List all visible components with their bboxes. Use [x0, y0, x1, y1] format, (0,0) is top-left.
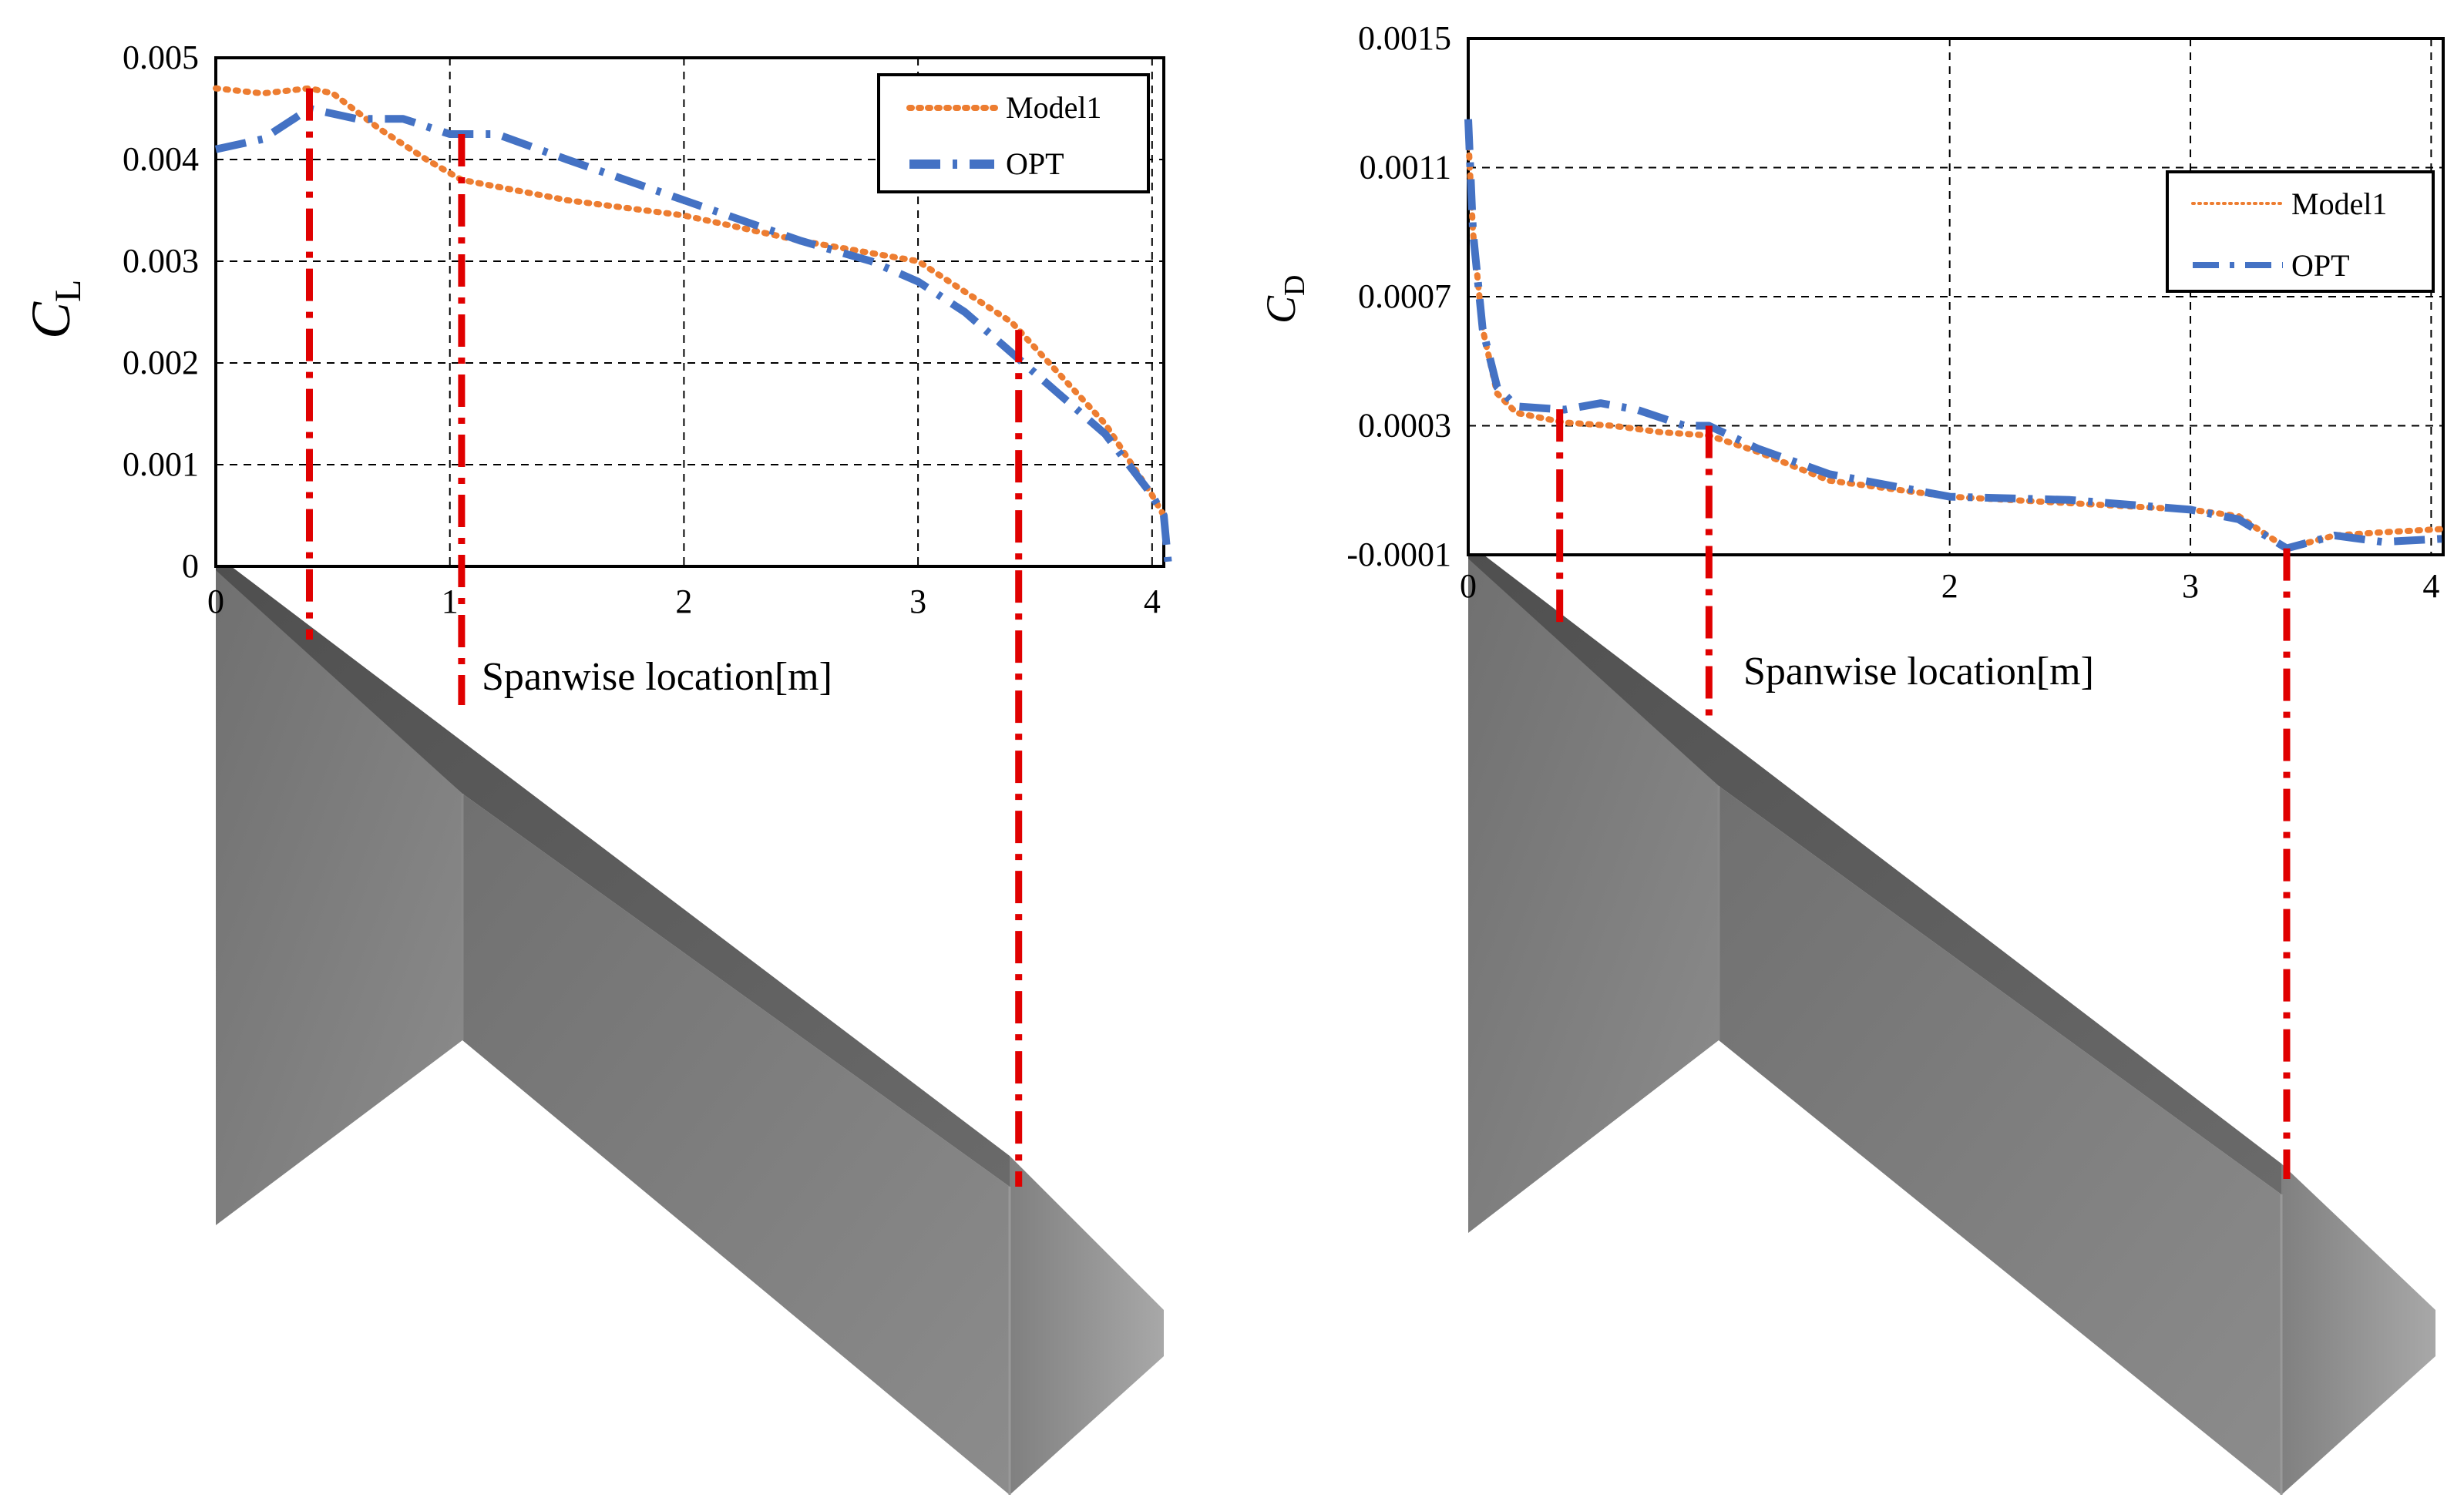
cl-xlabel: Spanwise location[m]	[482, 655, 832, 699]
cd-x-tick-label: 0	[1460, 567, 1477, 605]
cd-legend-model1-label: Model1	[2291, 186, 2387, 221]
right-wing-root-face	[1468, 555, 1719, 1233]
cl-x-tick-labels: 0 1 2 3 4	[207, 583, 1161, 620]
left-wing-illustration	[216, 566, 1164, 1495]
cl-y-tick-label: 0	[182, 547, 199, 585]
right-wing-illustration	[1468, 555, 2435, 1495]
left-wing-root-face	[216, 566, 462, 1225]
cl-y-tick-label: 0.001	[123, 445, 199, 483]
cd-y-tick-labels: -0.0001 0.0003 0.0007 0.0011 0.0015	[1346, 19, 1451, 573]
cl-y-tick-labels: 0 0.001 0.002 0.003 0.004 0.005	[123, 39, 199, 585]
cl-x-tick-label: 4	[1144, 583, 1161, 620]
cd-gridlines	[1468, 39, 2443, 555]
cl-gridlines	[216, 58, 1164, 566]
cl-y-tick-label: 0.002	[123, 344, 199, 381]
right-wing-leading-face	[1719, 786, 2281, 1495]
cd-ylabel: CD	[1258, 275, 1311, 324]
cd-series-group	[1464, 119, 2446, 553]
cl-ylabel: CL	[20, 280, 89, 339]
left-wing-tip-face	[1010, 1156, 1164, 1495]
cd-x-tick-label: 4	[2422, 567, 2439, 605]
cl-y-tick-label: 0.004	[123, 140, 199, 178]
cd-xlabel: Spanwise location[m]	[1743, 650, 2094, 694]
cd-y-tick-label: 0.0007	[1358, 277, 1451, 315]
cl-series-opt-line	[214, 105, 1173, 567]
cl-y-tick-label: 0.005	[123, 39, 199, 76]
cd-y-tick-label: -0.0001	[1346, 536, 1451, 573]
cl-y-tick-label: 0.003	[123, 242, 199, 280]
cd-y-tick-label: 0.0015	[1358, 19, 1451, 57]
cd-legend-opt-label: OPT	[2291, 248, 2350, 283]
left-wing-top	[216, 566, 1010, 1187]
cd-legend: Model1 OPT	[2166, 170, 2435, 293]
cl-x-tick-label: 1	[442, 583, 459, 620]
cl-legend-model1-label: Model1	[1006, 90, 1101, 125]
cl-legend-opt-label: OPT	[1006, 146, 1064, 181]
cl-x-tick-label: 2	[675, 583, 692, 620]
section-markers	[305, 88, 2291, 1187]
cd-x-tick-labels: 0 2 3 4	[1460, 567, 2439, 605]
right-wing-tip-face	[2281, 1164, 2435, 1495]
cd-y-tick-label: 0.0003	[1358, 407, 1451, 445]
cl-series-model1-line	[213, 85, 1167, 519]
cl-series-group	[213, 85, 1173, 567]
cl-legend-box	[877, 73, 1150, 193]
cl-legend: Model1 OPT	[877, 73, 1150, 193]
cl-chart: 0 0.001 0.002 0.003 0.004 0.005 0 1 2 3 4 CL Span…	[20, 39, 1173, 699]
cd-x-tick-label: 3	[2182, 567, 2199, 605]
cl-x-tick-label: 0	[207, 583, 224, 620]
cd-series-opt-line	[1464, 119, 2444, 553]
cd-legend-box	[2166, 170, 2435, 293]
cd-y-tick-label: 0.0011	[1360, 149, 1451, 186]
left-wing-leading-face	[462, 794, 1010, 1495]
cd-x-tick-label: 2	[1941, 567, 1958, 605]
right-wing-top	[1468, 555, 2281, 1194]
cl-x-tick-label: 3	[909, 583, 926, 620]
